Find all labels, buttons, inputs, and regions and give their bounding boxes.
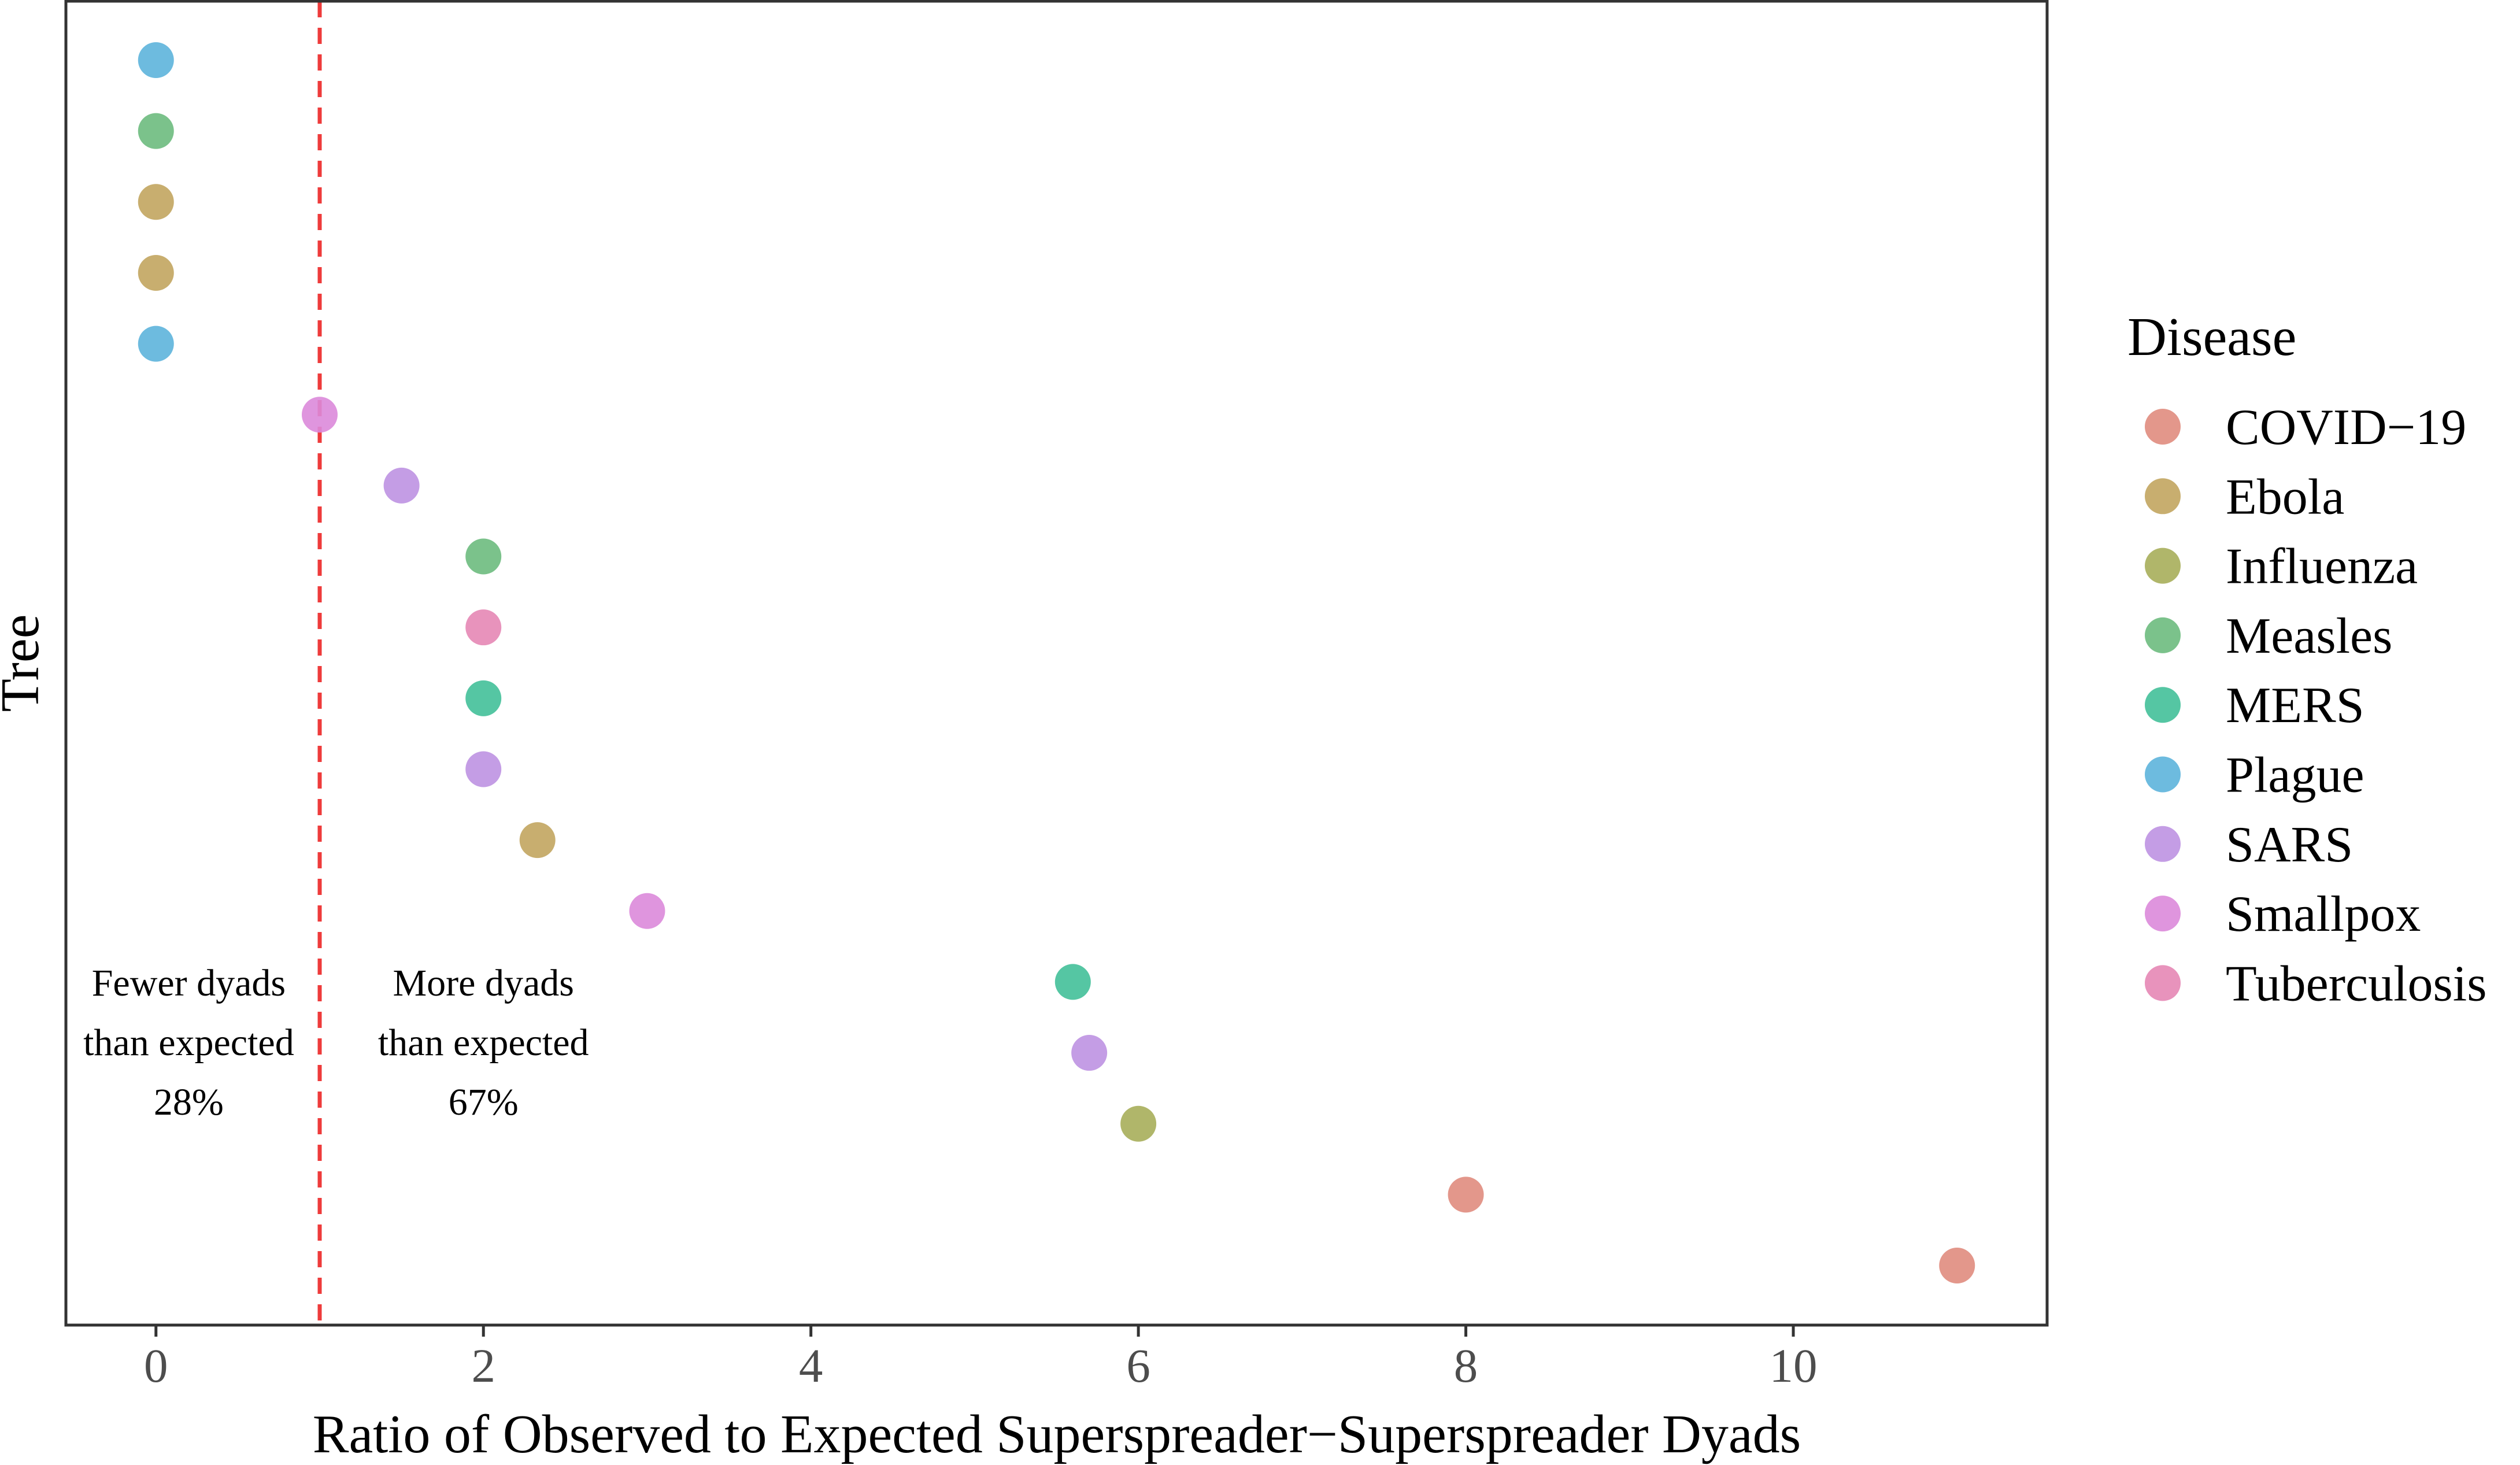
data-point [465, 538, 502, 575]
legend-key [2145, 478, 2181, 515]
data-point [301, 397, 338, 433]
data-point [1939, 1248, 1975, 1283]
x-tick-label: 8 [1454, 1339, 1478, 1392]
annotation-text: 67% [449, 1081, 519, 1123]
legend-label: Ebola [2226, 469, 2344, 525]
legend-label: Plague [2226, 748, 2364, 804]
legend-key [2145, 826, 2181, 862]
data-point [465, 609, 502, 646]
x-tick-label: 2 [471, 1339, 495, 1392]
x-axis-title: Ratio of Observed to Expected Supersprea… [313, 1404, 1801, 1464]
data-point [138, 113, 174, 149]
data-point [138, 42, 174, 78]
data-point [138, 254, 174, 291]
data-point [1071, 1035, 1108, 1071]
annotation-text: Fewer dyads [92, 962, 286, 1004]
legend-key [2145, 756, 2181, 793]
data-point [383, 467, 420, 504]
data-point [1120, 1105, 1157, 1142]
legend-label: Influenza [2226, 539, 2418, 595]
data-point [1054, 964, 1091, 1000]
legend-label: Measles [2226, 608, 2392, 664]
data-point [519, 822, 556, 859]
legend-title: Disease [2127, 307, 2296, 367]
legend-key [2145, 687, 2181, 723]
legend-label: SARS [2226, 817, 2353, 873]
legend-label: MERS [2226, 678, 2364, 734]
legend-label: Tuberculosis [2226, 956, 2486, 1012]
legend-label: COVID−19 [2226, 399, 2466, 456]
data-point [465, 751, 502, 787]
data-point [138, 184, 174, 220]
annotation-text: than expected [83, 1022, 294, 1064]
data-point [1448, 1177, 1484, 1213]
x-tick-label: 0 [144, 1339, 168, 1392]
y-axis-title: Tree [0, 615, 50, 712]
legend-key [2145, 547, 2181, 584]
x-tick-label: 10 [1770, 1339, 1818, 1392]
legend-key [2145, 965, 2181, 1001]
x-tick-label: 6 [1126, 1339, 1150, 1392]
x-tick-label: 4 [799, 1339, 823, 1392]
annotation-text: More dyads [393, 962, 574, 1004]
legend-key [2145, 896, 2181, 932]
data-point [465, 680, 502, 716]
data-point [629, 893, 665, 929]
plot-panel-border [64, 0, 2049, 1327]
legend-key [2145, 617, 2181, 653]
legend-key [2145, 409, 2181, 445]
data-point [138, 325, 174, 362]
legend-label: Smallpox [2226, 886, 2421, 942]
annotation-text: than expected [378, 1022, 589, 1064]
annotation-text: 28% [154, 1081, 224, 1123]
